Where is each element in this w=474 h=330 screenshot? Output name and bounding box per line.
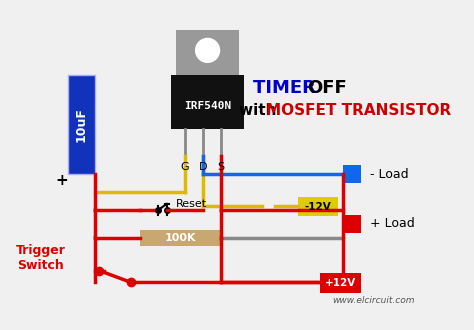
Text: MOSFET TRANSISTOR: MOSFET TRANSISTOR (266, 103, 451, 118)
Text: D: D (199, 162, 207, 172)
Circle shape (195, 38, 220, 63)
Text: +12V: +12V (325, 278, 356, 288)
Text: with: with (239, 103, 282, 118)
Text: 100K: 100K (165, 233, 196, 243)
Bar (176, 30, 239, 79)
Bar (172, 75, 244, 129)
Bar (343, 165, 361, 183)
Text: G: G (181, 162, 189, 172)
Text: -12V: -12V (304, 202, 331, 212)
Bar (320, 273, 361, 293)
Text: S: S (218, 162, 225, 172)
Text: IRF540N: IRF540N (184, 101, 231, 111)
Text: +: + (55, 173, 68, 188)
Text: Trigger
Switch: Trigger Switch (16, 244, 65, 272)
Text: TIMER: TIMER (253, 79, 322, 97)
Text: + Load: + Load (370, 217, 415, 230)
Text: Reset: Reset (176, 199, 207, 209)
Text: 10uF: 10uF (75, 107, 88, 142)
Text: www.elcircuit.com: www.elcircuit.com (333, 296, 415, 305)
Text: OFF: OFF (307, 79, 346, 97)
Text: - Load: - Load (370, 168, 409, 181)
Bar (298, 197, 338, 216)
Bar (68, 75, 95, 174)
Bar (140, 230, 221, 246)
Bar (343, 214, 361, 233)
